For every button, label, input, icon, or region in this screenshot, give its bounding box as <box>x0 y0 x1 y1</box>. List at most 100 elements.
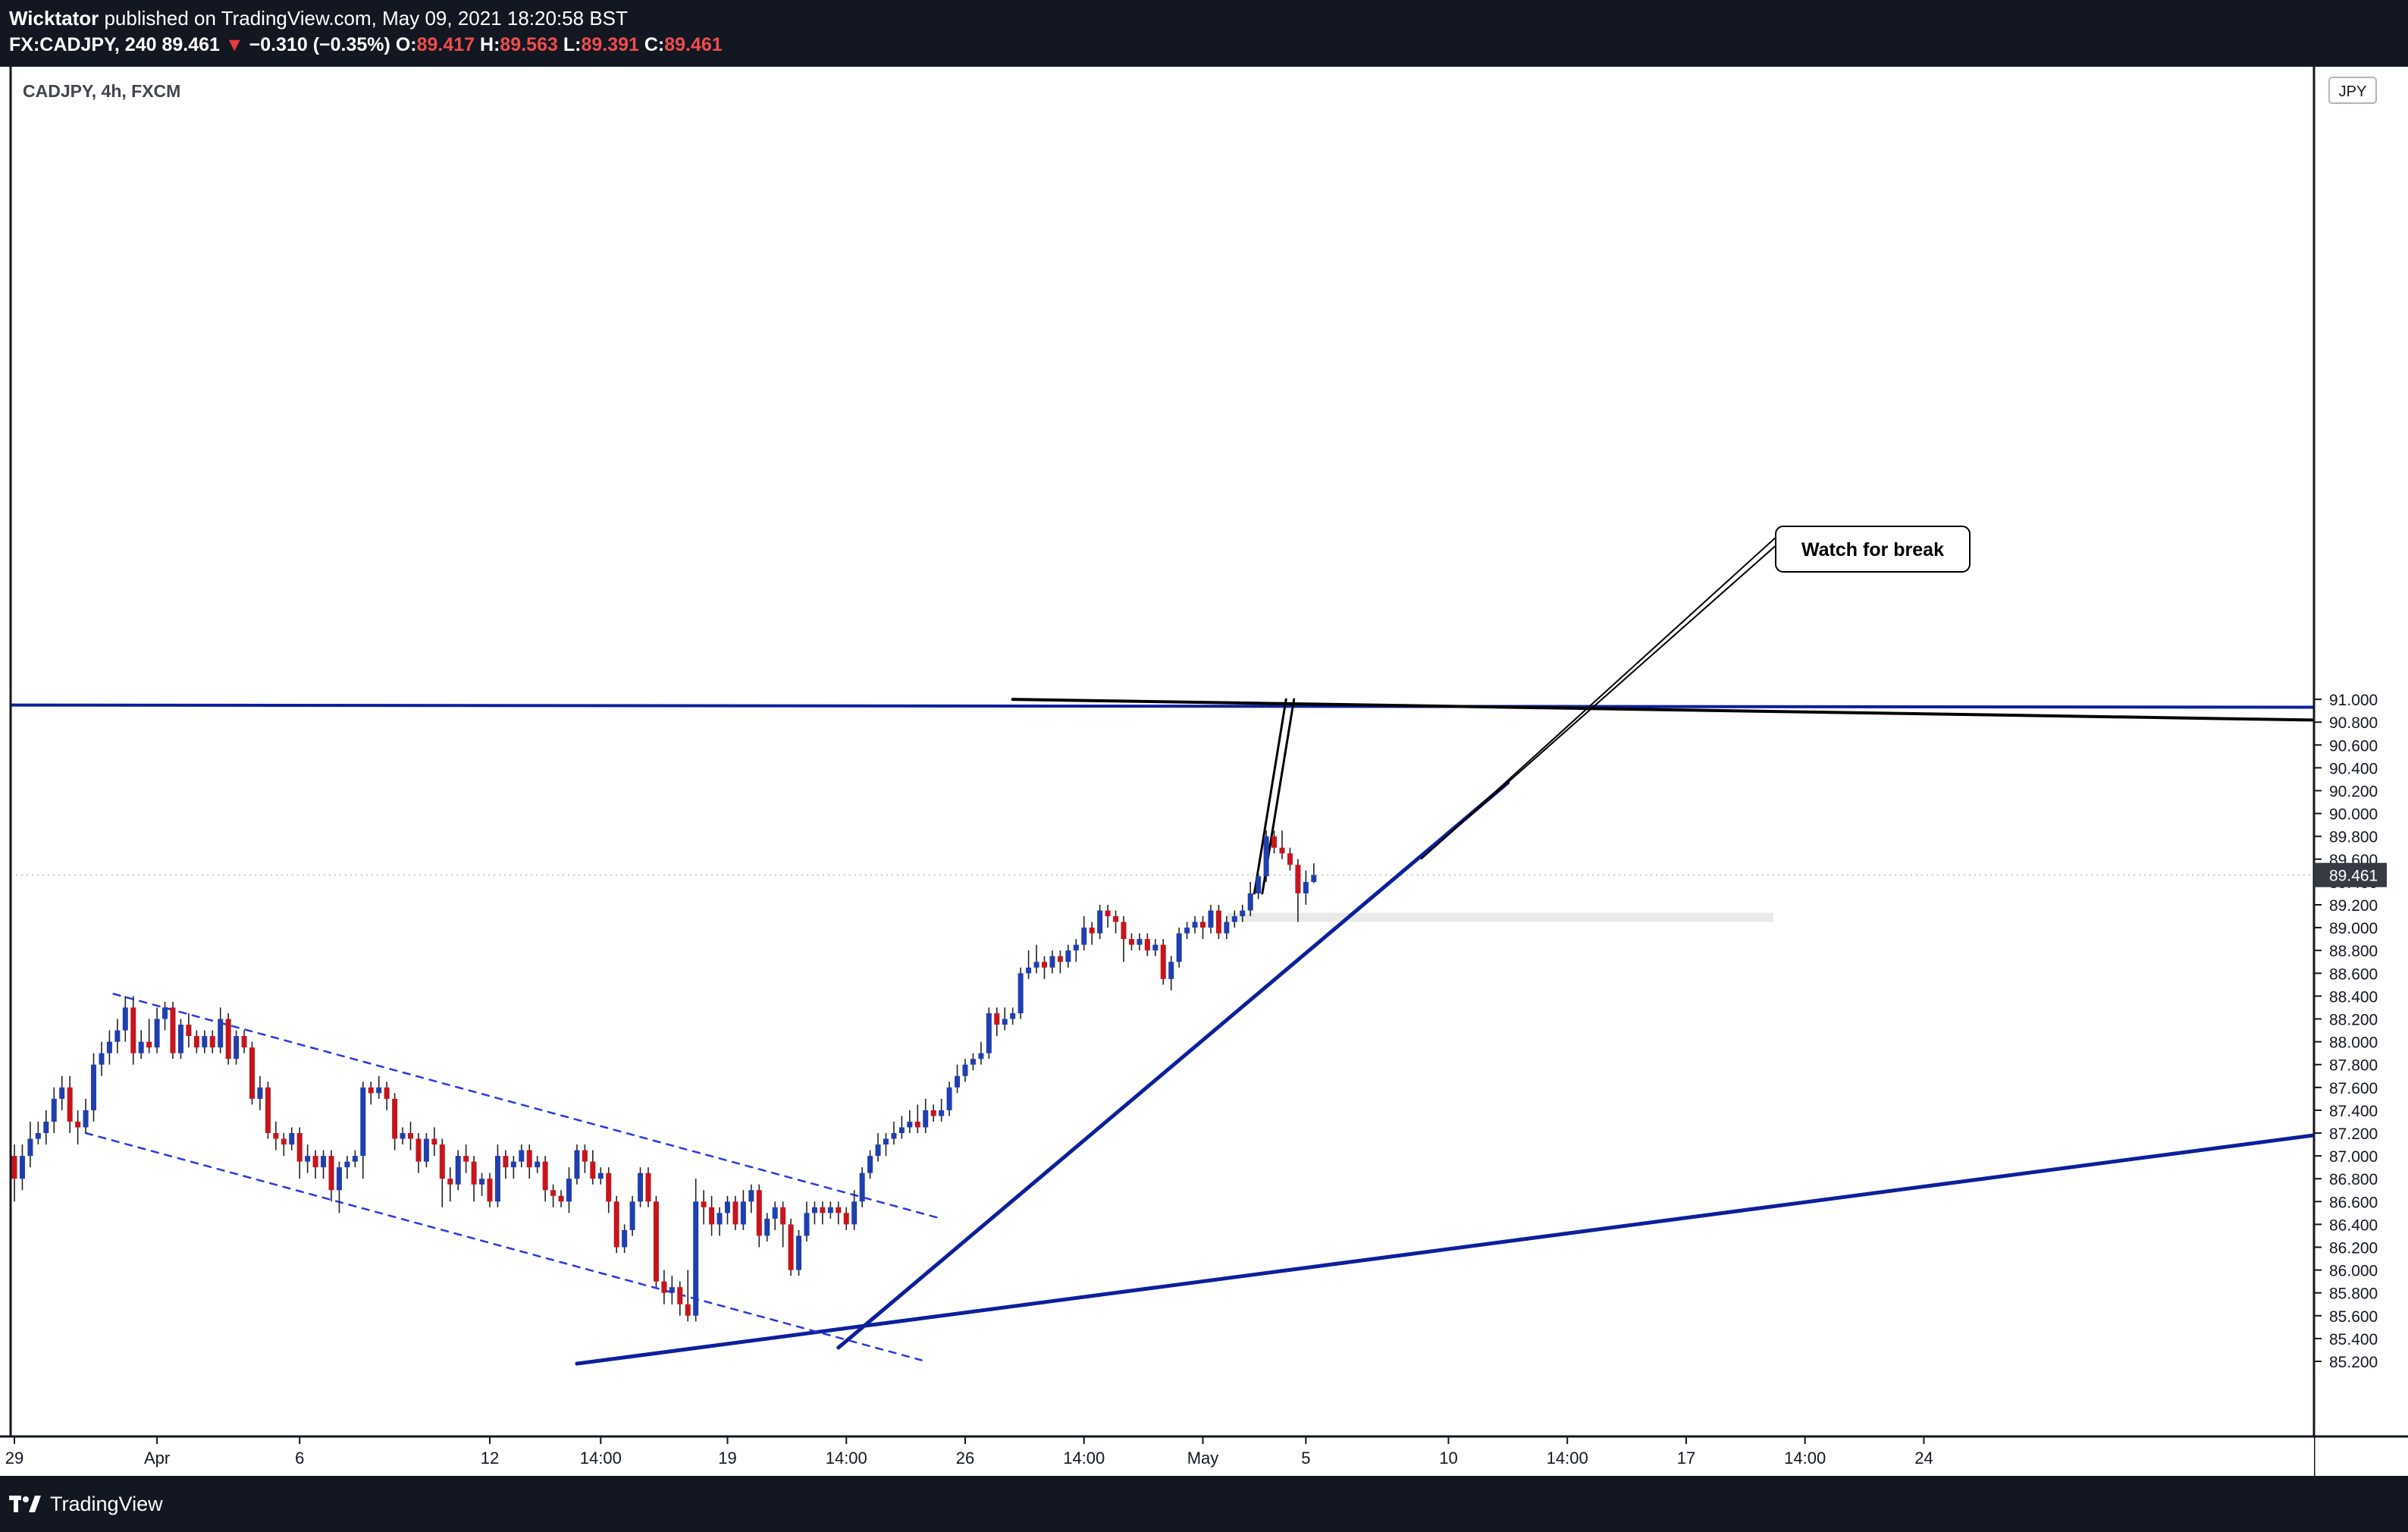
price-tick-label: 86.200 <box>2329 1240 2378 1257</box>
candle <box>542 1156 548 1202</box>
time-tick-label: 14:00 <box>1547 1449 1588 1468</box>
candle <box>234 1030 240 1065</box>
candle-body <box>75 1121 81 1128</box>
candle-body <box>1192 921 1198 928</box>
candle <box>811 1201 817 1225</box>
candle-body <box>439 1144 445 1179</box>
candle <box>732 1195 738 1230</box>
candle-body <box>455 1156 461 1185</box>
candle-body <box>764 1218 770 1236</box>
candle-body <box>1010 1012 1016 1019</box>
candle <box>439 1138 445 1207</box>
candle-body <box>408 1133 413 1139</box>
currency-tag: JPY <box>2328 77 2377 104</box>
time-axis-background <box>0 1436 2314 1476</box>
candle <box>447 1167 453 1202</box>
candle-body <box>914 1121 920 1128</box>
candle-body <box>479 1179 485 1185</box>
candle <box>685 1270 691 1322</box>
candle <box>740 1190 746 1230</box>
tradingview-brand[interactable]: TradingView <box>50 1493 163 1515</box>
candle <box>225 1012 231 1065</box>
candle-body <box>305 1156 311 1162</box>
candle <box>558 1190 564 1207</box>
candle-body <box>1160 944 1166 979</box>
candle-body <box>67 1087 73 1122</box>
candle <box>836 1201 842 1225</box>
candle <box>851 1190 858 1230</box>
price-tick-label: 86.000 <box>2329 1263 2378 1280</box>
candle <box>638 1167 644 1207</box>
candle-body <box>843 1213 849 1225</box>
candle <box>360 1082 366 1179</box>
price-tick-label: 91.000 <box>2329 692 2378 709</box>
candle-body <box>542 1161 548 1191</box>
author-name[interactable]: Wicktator <box>9 7 99 30</box>
time-tick-label: 14:00 <box>1063 1449 1105 1468</box>
candle-body <box>970 1059 976 1065</box>
low-value: 89.391 <box>581 34 639 55</box>
candle <box>804 1201 810 1242</box>
candle <box>455 1150 461 1191</box>
candle <box>1184 921 1190 940</box>
candle-body <box>447 1179 453 1185</box>
candle-body <box>946 1087 952 1110</box>
candle <box>265 1082 271 1139</box>
candle <box>19 1144 25 1191</box>
candle-body <box>415 1138 422 1162</box>
candle <box>669 1276 675 1304</box>
candle-body <box>431 1138 437 1145</box>
candle-body <box>352 1156 358 1162</box>
time-tick-label: Apr <box>144 1449 170 1468</box>
candle-body <box>622 1229 628 1248</box>
price-tick-label: 86.600 <box>2329 1194 2378 1211</box>
candle <box>1200 916 1206 940</box>
price-chart[interactable]: Watch for break 85.200 85.400 85.600 85.800… <box>0 67 2408 1476</box>
time-tick-label: 24 <box>1914 1449 1933 1468</box>
candle-body <box>1215 910 1221 934</box>
candle <box>1128 933 1134 951</box>
candle-body <box>138 1041 144 1053</box>
candle <box>162 1001 168 1031</box>
candle <box>1121 916 1127 962</box>
last-price-label-text: 89.461 <box>2329 868 2378 885</box>
candle <box>946 1082 952 1116</box>
candle <box>519 1144 525 1168</box>
annotations-layer: Watch for break <box>1420 526 1971 860</box>
candle-body <box>1065 950 1071 962</box>
symbol-label[interactable]: FX:CADJPY, 240 <box>9 34 157 55</box>
publish-info: Wicktator published on TradingView.com, … <box>9 5 628 32</box>
candle-body <box>645 1173 651 1202</box>
left-frame <box>0 67 11 1436</box>
candle-body <box>494 1156 500 1202</box>
candle-body <box>661 1281 667 1293</box>
candle <box>27 1121 33 1168</box>
candle-body <box>827 1207 833 1213</box>
candle-body <box>193 1036 199 1048</box>
price-tick-label: 86.400 <box>2329 1216 2378 1234</box>
candle-body <box>677 1287 683 1304</box>
candle-body <box>1247 893 1253 911</box>
support-zone-layer <box>1226 912 1773 922</box>
tradingview-logo-icon[interactable] <box>9 1493 44 1515</box>
candle <box>1081 916 1087 951</box>
candle-body <box>1128 939 1134 945</box>
candle <box>408 1121 413 1151</box>
candle <box>1208 905 1214 934</box>
candle-body <box>257 1087 263 1099</box>
change-arrow-icon: ▼ <box>224 34 244 55</box>
price-tick-label: 88.600 <box>2329 965 2378 983</box>
candle <box>305 1144 311 1173</box>
candle-body <box>804 1213 810 1236</box>
candle <box>106 1030 112 1065</box>
candle <box>1240 905 1246 922</box>
candle <box>59 1075 65 1110</box>
high-label: H: <box>480 34 500 55</box>
candle-body <box>907 1121 913 1128</box>
time-tick-label: 6 <box>295 1449 304 1468</box>
price-tick-label: 87.400 <box>2329 1103 2378 1120</box>
candle <box>939 1098 945 1122</box>
candle-body <box>1184 928 1190 934</box>
candle-body <box>368 1087 374 1094</box>
candle-body <box>11 1156 17 1179</box>
